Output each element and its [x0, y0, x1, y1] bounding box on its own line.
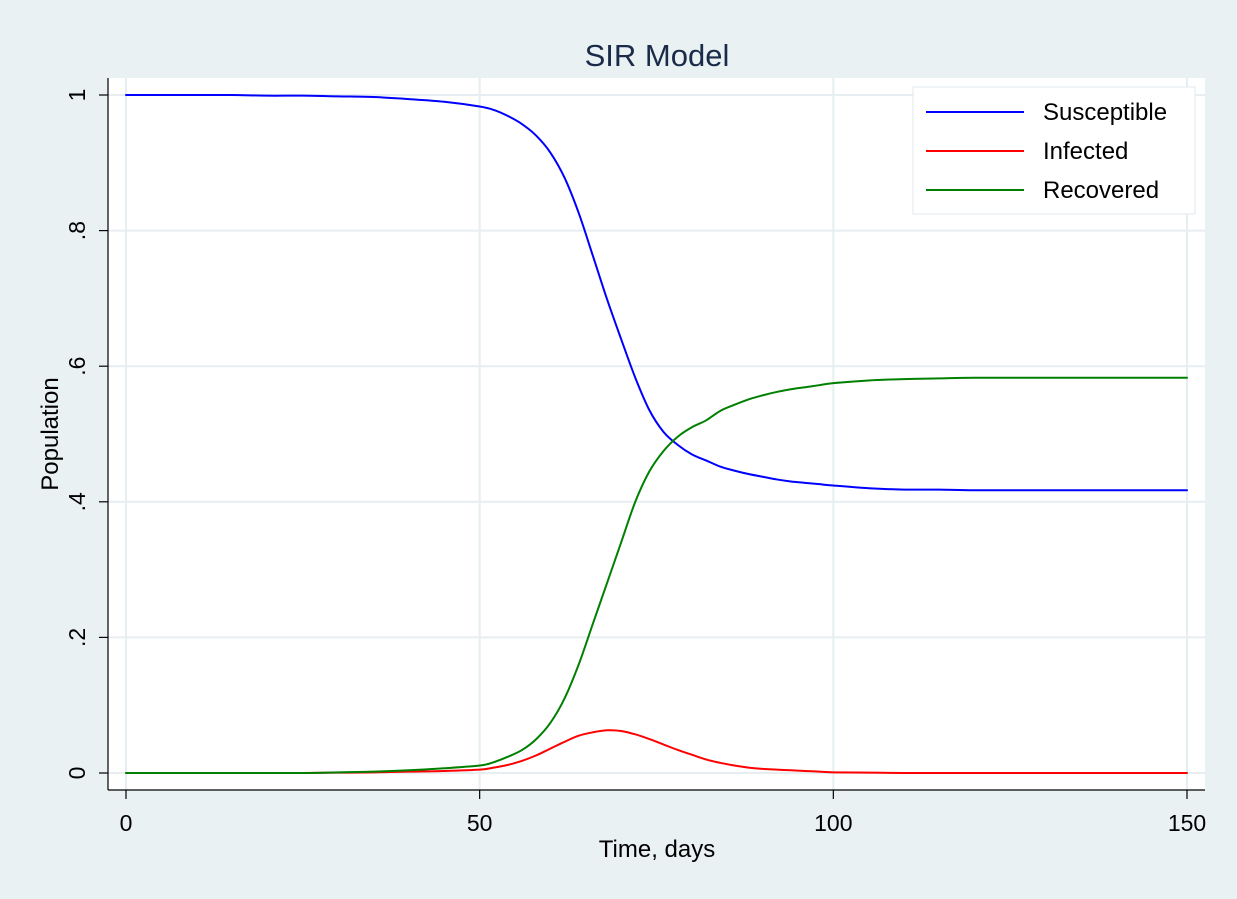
series-line-susceptible [125, 93, 1188, 492]
axes: 0 .2 .4 .6 .8 1 0 50 100 150 [64, 78, 1206, 836]
y-tick-label: 0 [64, 767, 90, 780]
legend-label-recovered: Recovered [1043, 177, 1159, 204]
y-tick-label: 1 [64, 89, 90, 102]
x-tick-label: 150 [1168, 810, 1206, 836]
x-axis-title: Time, days [599, 836, 715, 863]
x-tick-label: 100 [814, 810, 852, 836]
x-tick-label: 0 [120, 810, 133, 836]
y-tick-label: .8 [64, 221, 90, 240]
legend: Susceptible Infected Recovered [912, 86, 1196, 215]
y-tick-label: .4 [64, 492, 90, 511]
legend-label-infected: Infected [1043, 138, 1128, 165]
y-tick-label: .6 [64, 357, 90, 376]
series-line-recovered [125, 376, 1188, 775]
y-axis-title: Population [37, 377, 64, 490]
series-lines [125, 93, 1188, 775]
legend-label-susceptible: Susceptible [1043, 99, 1167, 126]
y-tick-label: .2 [64, 628, 90, 647]
chart-title: SIR Model [585, 38, 730, 73]
x-tick-label: 50 [467, 810, 493, 836]
